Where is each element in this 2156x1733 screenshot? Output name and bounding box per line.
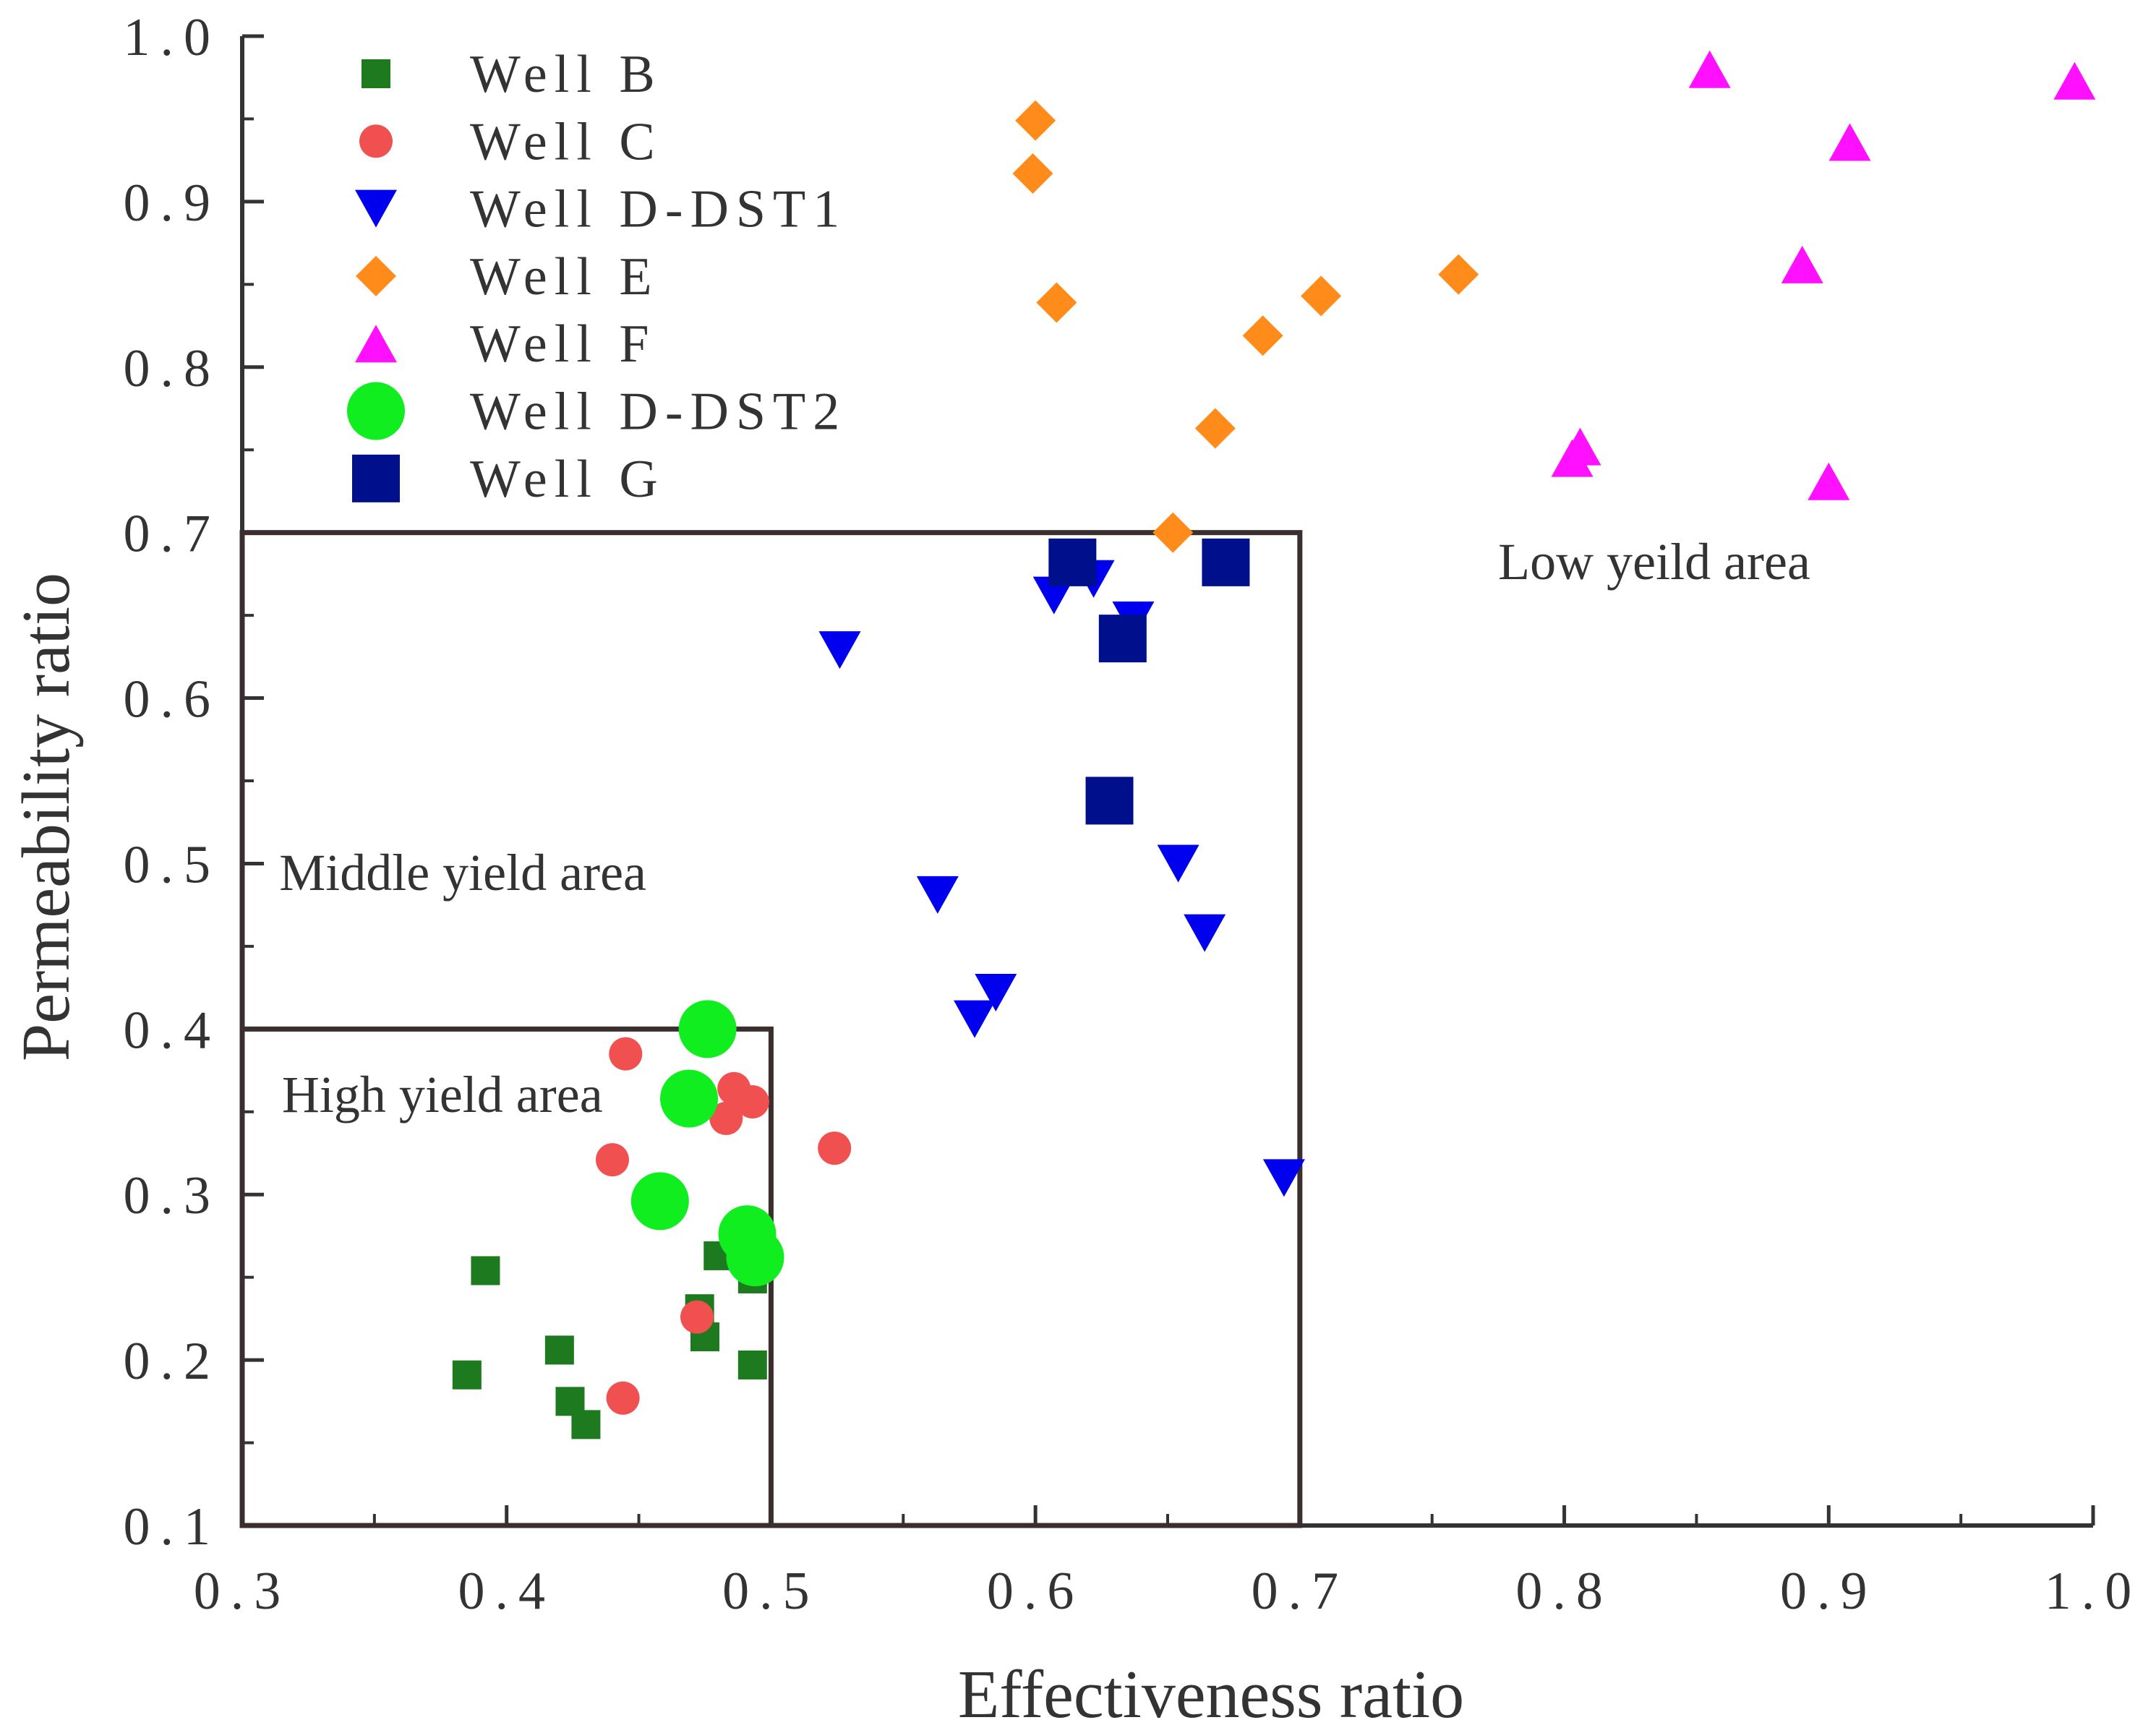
y-tick-label: 0.6 xyxy=(124,670,221,729)
point-well-c xyxy=(609,1037,643,1071)
point-well-b xyxy=(737,1350,767,1379)
point-well-d-dst2 xyxy=(726,1228,784,1287)
middle-yield-area-box xyxy=(239,530,1303,1528)
high-yield-area-label: High yield area xyxy=(282,1066,603,1124)
x-tick-label: 0.4 xyxy=(458,1562,555,1621)
y-tick-label: 0.4 xyxy=(124,1001,221,1060)
point-well-e xyxy=(1036,282,1077,323)
y-tick-label: 0.5 xyxy=(124,835,221,894)
legend-marker-well-d-dst1 xyxy=(355,189,397,228)
point-well-f xyxy=(1808,462,1850,500)
x-tick-label: 0.5 xyxy=(722,1562,820,1621)
y-tick-label: 0.7 xyxy=(124,505,221,564)
point-well-c xyxy=(818,1131,852,1165)
legend-label-well-d-dst1: Well D-DST1 xyxy=(470,180,847,239)
point-well-f xyxy=(1781,245,1823,283)
point-well-b xyxy=(471,1256,500,1285)
point-well-f xyxy=(2053,61,2096,100)
legend-marker-well-f xyxy=(355,325,397,363)
legend-marker-well-e xyxy=(356,255,396,296)
x-tick-label: 0.6 xyxy=(987,1562,1085,1621)
point-well-b xyxy=(452,1360,482,1390)
point-well-c xyxy=(606,1381,640,1415)
yield-area-regions xyxy=(239,530,1303,1528)
point-well-d-dst1 xyxy=(954,1000,996,1038)
x-tick-label: 0.9 xyxy=(1780,1562,1878,1621)
x-tick-label: 0.8 xyxy=(1515,1562,1613,1621)
point-well-d-dst1 xyxy=(1262,1159,1305,1197)
y-tick-label: 0.9 xyxy=(124,174,221,233)
x-tick-label: 0.7 xyxy=(1252,1562,1349,1621)
chart-text: Effectiveness ratio Permeability ratio Low… xyxy=(9,533,1810,1732)
point-well-c xyxy=(596,1143,629,1177)
point-well-e xyxy=(1152,512,1194,553)
legend-label-well-f: Well F xyxy=(470,314,656,374)
point-well-f xyxy=(1828,123,1871,161)
point-well-e xyxy=(1012,153,1053,194)
point-well-g xyxy=(1048,538,1097,586)
legend: Well B Well C Well D-DST1 Well E Well F Well … xyxy=(347,45,847,509)
point-well-d-dst2 xyxy=(660,1069,719,1128)
point-well-c xyxy=(709,1101,743,1135)
point-well-d-dst2 xyxy=(630,1172,689,1231)
legend-marker-well-d-dst2 xyxy=(347,382,405,440)
legend-label-well-g: Well G xyxy=(470,450,665,509)
point-well-g xyxy=(1085,776,1134,825)
point-well-f xyxy=(1688,50,1731,88)
point-well-e xyxy=(1242,315,1283,356)
low-yeild-area-label: Low yeild area xyxy=(1498,533,1810,591)
legend-label-well-d-dst2: Well D-DST2 xyxy=(470,382,847,442)
data-points xyxy=(452,50,2096,1439)
x-axis-title: Effectiveness ratio xyxy=(958,1657,1464,1732)
x-tick-label: 0.3 xyxy=(194,1562,291,1621)
legend-marker-well-b xyxy=(362,59,390,88)
point-well-d-dst2 xyxy=(678,1000,737,1058)
point-well-g xyxy=(1098,615,1147,663)
point-well-c xyxy=(735,1085,769,1119)
point-well-f xyxy=(1559,427,1601,466)
point-well-g xyxy=(1202,538,1250,586)
legend-marker-well-c xyxy=(359,124,393,158)
y-tick-label: 0.3 xyxy=(124,1166,221,1225)
x-tick-label: 1.0 xyxy=(2045,1562,2142,1621)
point-well-d-dst1 xyxy=(1157,844,1199,883)
point-well-c xyxy=(680,1300,714,1334)
point-well-e xyxy=(1194,408,1236,449)
y-axis-title: Permeability ratio xyxy=(9,573,84,1061)
point-well-d-dst1 xyxy=(975,973,1017,1011)
legend-label-well-e: Well E xyxy=(470,247,659,307)
point-well-d-dst1 xyxy=(1184,914,1226,952)
point-well-e xyxy=(1015,100,1056,141)
legend-label-well-c: Well C xyxy=(470,112,662,171)
y-tick-label: 1.0 xyxy=(124,8,221,67)
point-well-d-dst1 xyxy=(916,876,959,914)
point-well-b xyxy=(571,1410,601,1439)
y-tick-label: 0.1 xyxy=(124,1497,221,1557)
legend-marker-well-g xyxy=(352,454,400,502)
axes: 0.3 0.4 0.5 0.6 0.7 0.8 0.9 1.0 0.1 0.2 0.3 0.4 0.5 0… xyxy=(124,8,2142,1621)
point-well-b xyxy=(544,1335,574,1365)
point-well-e xyxy=(1301,275,1342,317)
y-tick-label: 0.2 xyxy=(124,1332,221,1391)
middle-yield-area-label: Middle yield area xyxy=(279,844,646,902)
y-tick-label: 0.8 xyxy=(124,339,221,398)
point-well-e xyxy=(1438,254,1479,295)
point-well-d-dst1 xyxy=(818,631,861,669)
legend-label-well-b: Well B xyxy=(470,45,662,104)
